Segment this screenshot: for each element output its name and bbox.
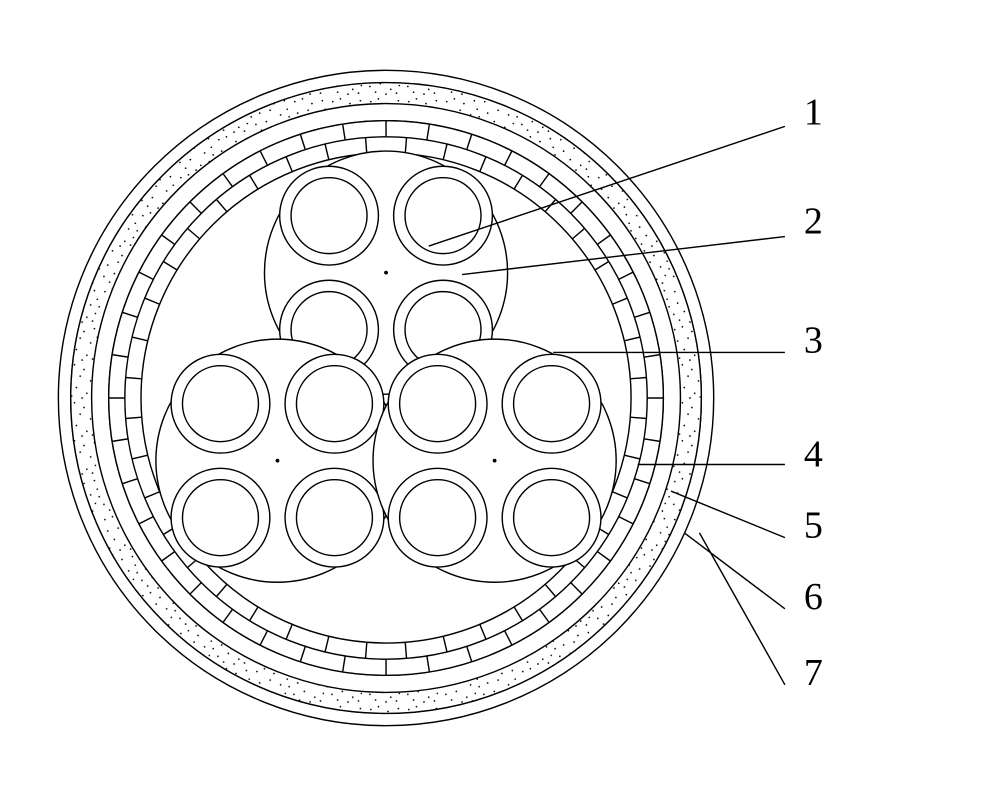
callout-label-4: 4 xyxy=(804,433,823,475)
cable-cross-section-svg: 1 2 3 4 5 6 7 xyxy=(20,20,980,776)
diagram-container: 1 2 3 4 5 6 7 xyxy=(20,20,980,776)
callout-label-3: 3 xyxy=(804,319,823,361)
callout-label-6: 6 xyxy=(804,576,823,618)
callout-label-1: 1 xyxy=(804,91,823,133)
callout-label-2: 2 xyxy=(804,201,823,243)
callout-label-7: 7 xyxy=(804,652,823,694)
callout-label-5: 5 xyxy=(804,505,823,547)
